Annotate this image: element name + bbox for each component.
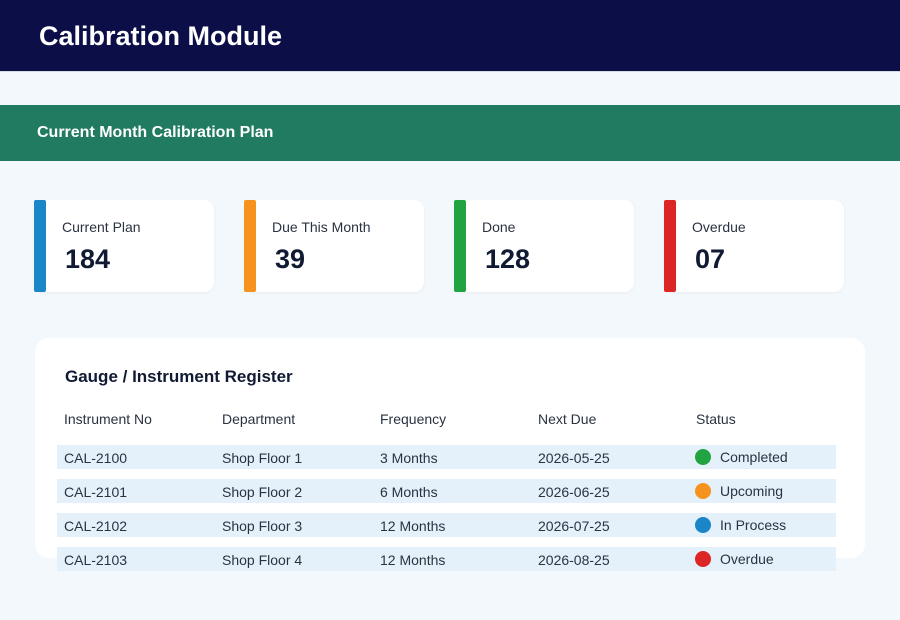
table-row[interactable]: CAL-2100 Shop Floor 1 3 Months 2026-05-2… bbox=[57, 445, 836, 469]
table-row[interactable]: CAL-2103 Shop Floor 4 12 Months 2026-08-… bbox=[57, 547, 836, 571]
table-row[interactable]: CAL-2101 Shop Floor 2 6 Months 2026-06-2… bbox=[57, 479, 836, 503]
kpi-accent-bar bbox=[34, 200, 46, 292]
kpi-label: Overdue bbox=[692, 219, 746, 235]
cell-status: In Process bbox=[720, 517, 787, 533]
kpi-label: Current Plan bbox=[62, 219, 141, 235]
cell-frequency: 3 Months bbox=[380, 450, 438, 466]
cell-status: Overdue bbox=[720, 551, 774, 567]
column-header-next-due: Next Due bbox=[538, 411, 597, 427]
cell-status: Upcoming bbox=[720, 483, 784, 499]
kpi-card-done: Done 128 bbox=[454, 200, 634, 292]
cell-next-due: 2026-08-25 bbox=[538, 552, 610, 568]
cell-next-due: 2026-06-25 bbox=[538, 484, 610, 500]
cell-frequency: 6 Months bbox=[380, 484, 438, 500]
cell-instrument-no: CAL-2102 bbox=[64, 518, 128, 534]
cell-department: Shop Floor 3 bbox=[222, 518, 303, 534]
register-title: Gauge / Instrument Register bbox=[65, 367, 293, 386]
status-dot-icon bbox=[695, 483, 711, 499]
app-header: Calibration Module bbox=[0, 0, 900, 72]
kpi-accent-bar bbox=[454, 200, 466, 292]
kpi-card-overdue: Overdue 07 bbox=[664, 200, 844, 292]
cell-instrument-no: CAL-2100 bbox=[64, 450, 128, 466]
column-header-instrument-no: Instrument No bbox=[64, 411, 152, 427]
kpi-value: 39 bbox=[275, 244, 306, 274]
cell-frequency: 12 Months bbox=[380, 552, 446, 568]
cell-status: Completed bbox=[720, 449, 788, 465]
kpi-accent-bar bbox=[664, 200, 676, 292]
section-banner: Current Month Calibration Plan bbox=[0, 105, 900, 161]
kpi-label: Done bbox=[482, 219, 516, 235]
column-header-department: Department bbox=[222, 411, 296, 427]
cell-instrument-no: CAL-2103 bbox=[64, 552, 128, 568]
instrument-register-panel: Gauge / Instrument Register Instrument N… bbox=[35, 338, 865, 571]
app-title: Calibration Module bbox=[39, 21, 282, 51]
kpi-value: 184 bbox=[65, 244, 111, 274]
kpi-accent-bar bbox=[244, 200, 256, 292]
column-header-status: Status bbox=[696, 411, 736, 427]
status-dot-icon bbox=[695, 551, 711, 567]
status-dot-icon bbox=[695, 517, 711, 533]
cell-instrument-no: CAL-2101 bbox=[64, 484, 128, 500]
kpi-label: Due This Month bbox=[272, 219, 371, 235]
cell-frequency: 12 Months bbox=[380, 518, 446, 534]
cell-department: Shop Floor 1 bbox=[222, 450, 303, 466]
cell-next-due: 2026-05-25 bbox=[538, 450, 610, 466]
cell-next-due: 2026-07-25 bbox=[538, 518, 610, 534]
status-dot-icon bbox=[695, 449, 711, 465]
cell-department: Shop Floor 4 bbox=[222, 552, 303, 568]
section-title: Current Month Calibration Plan bbox=[37, 124, 274, 141]
kpi-value: 07 bbox=[695, 244, 726, 274]
table-row[interactable]: CAL-2102 Shop Floor 3 12 Months 2026-07-… bbox=[57, 513, 836, 537]
cell-department: Shop Floor 2 bbox=[222, 484, 303, 500]
kpi-card-due-this-month: Due This Month 39 bbox=[244, 200, 424, 292]
kpi-card-current-plan: Current Plan 184 bbox=[34, 200, 214, 292]
column-header-frequency: Frequency bbox=[380, 411, 447, 427]
kpi-value: 128 bbox=[485, 244, 531, 274]
